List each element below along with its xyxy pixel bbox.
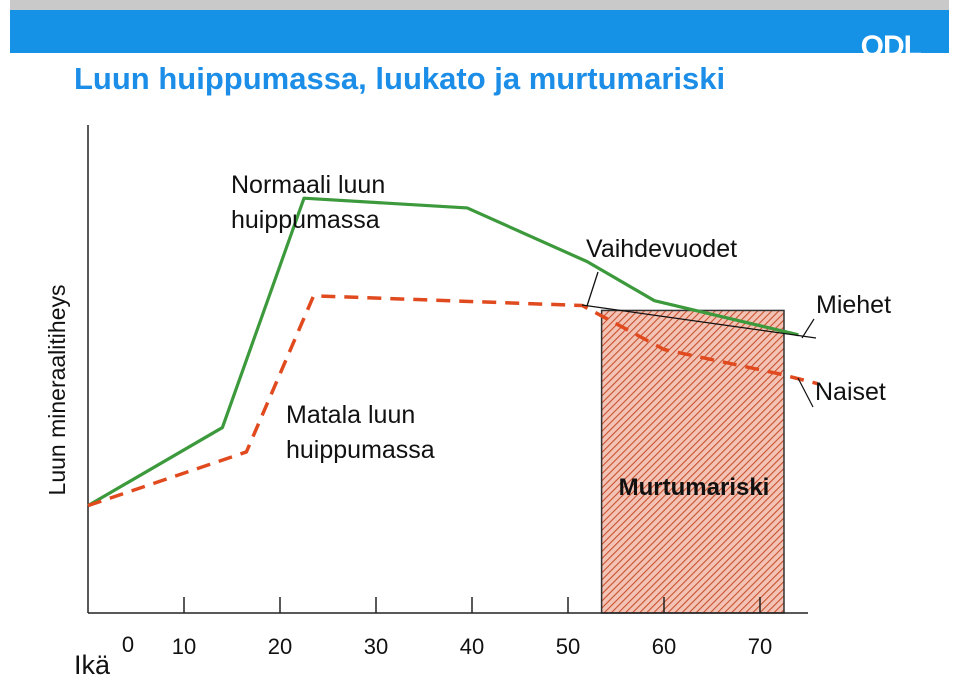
x-tick-label: 10 <box>172 634 196 659</box>
x-tick-label: 20 <box>268 634 292 659</box>
series-label-naiset: Naiset <box>815 378 886 406</box>
series-label-miehet: Miehet <box>816 291 891 319</box>
x-tick-label: 70 <box>748 634 772 659</box>
x-tick-label: 60 <box>652 634 676 659</box>
page-title: Luun huippumassa, luukato ja murtumarisk… <box>74 61 726 96</box>
miehet-pointer <box>801 318 815 339</box>
naiset-pointer <box>797 377 814 408</box>
menopause-marker-line <box>581 304 817 339</box>
x-tick-label: 40 <box>460 634 484 659</box>
x-tick-label: 50 <box>556 634 580 659</box>
fracture-risk-zone <box>600 309 785 614</box>
annotation-menopause: Vaihdevuodet <box>586 235 737 263</box>
odl-logo: ODL <box>860 30 922 63</box>
y-axis-label: Luun mineraalitiheys <box>44 285 70 496</box>
x-axis-label: Ikä <box>74 650 111 679</box>
annotation-low-peak-line1: Matala luun <box>286 401 415 429</box>
annotation-normal-peak-line2: huippumassa <box>231 206 380 234</box>
risk-zone-label: Murtumariski <box>619 474 770 501</box>
annotation-normal-peak-line1: Normaali luun <box>231 171 385 199</box>
menopause-pointer <box>586 271 599 307</box>
x-tick-label: 30 <box>364 634 388 659</box>
annotation-low-peak-line2: huippumassa <box>286 436 435 464</box>
series-line-miehet <box>87 196 799 508</box>
x-tick-label: 0 <box>122 632 134 657</box>
header-bar: ODL <box>10 0 949 63</box>
